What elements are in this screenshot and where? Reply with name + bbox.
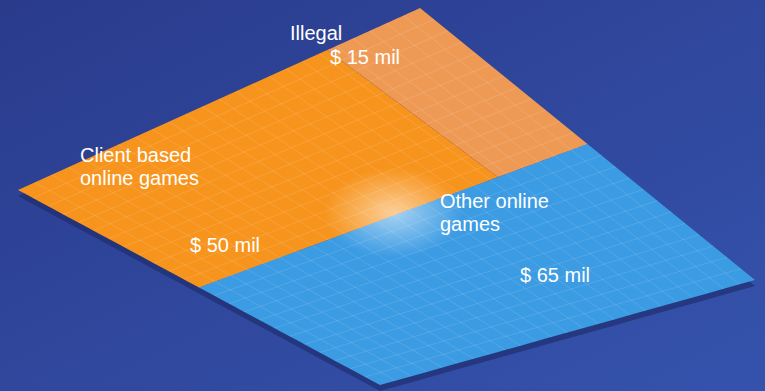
background	[0, 0, 765, 391]
category-label: Client basedonline games	[80, 144, 199, 189]
tile-line	[350, 257, 727, 368]
tile-line	[286, 69, 630, 315]
tile-line	[335, 246, 713, 361]
tile-line	[184, 133, 574, 280]
regions	[18, 8, 755, 385]
category-label: Other onlinegames	[440, 190, 549, 235]
value-label: $ 50 mil	[190, 234, 260, 256]
tile-line	[353, 38, 693, 297]
tile-line	[403, 16, 739, 285]
tile-line	[186, 114, 537, 341]
value-label: $ 15 mil	[330, 46, 400, 68]
category-label: Illegal	[290, 22, 342, 44]
tile-line	[214, 155, 601, 295]
tile-grid	[33, 16, 741, 381]
value-label: $ 65 mil	[520, 264, 590, 286]
tile-line	[229, 167, 615, 304]
tile-line	[236, 91, 583, 328]
tile-line	[253, 84, 599, 324]
tile-line	[169, 121, 560, 271]
tile-line	[202, 107, 552, 337]
labels: Illegal$ 15 mil Client basedonline games $…	[80, 22, 590, 286]
tile-line	[169, 122, 521, 346]
tile-line	[320, 54, 662, 307]
tile-line	[387, 23, 724, 289]
tile-line	[303, 61, 646, 311]
chart: Illegal$ 15 mil Client basedonline games $…	[0, 0, 765, 391]
